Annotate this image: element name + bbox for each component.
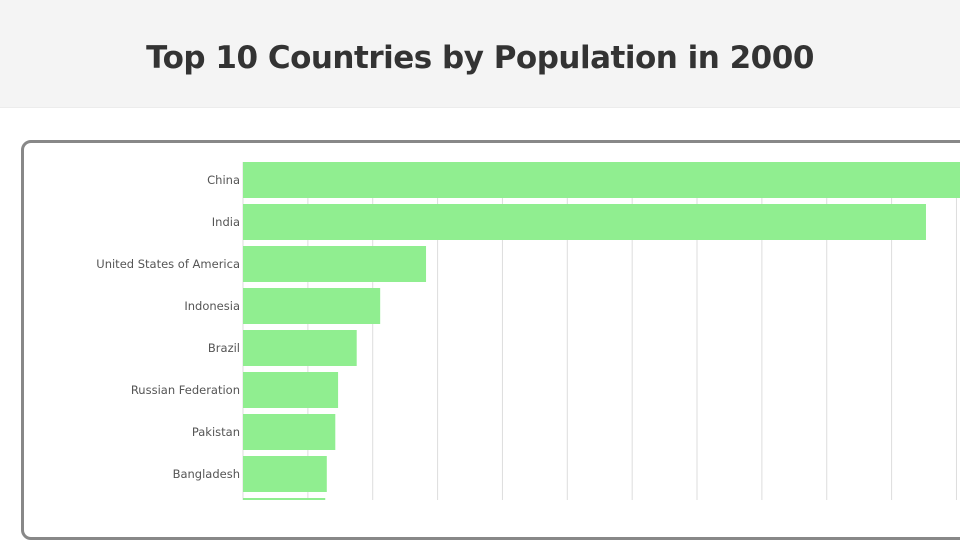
category-label: China xyxy=(207,173,240,187)
category-label: Brazil xyxy=(208,341,240,355)
bar xyxy=(243,288,381,324)
bar xyxy=(243,414,336,450)
bar xyxy=(243,498,326,500)
bar xyxy=(243,330,357,366)
category-label: Pakistan xyxy=(192,425,240,439)
bar xyxy=(243,204,926,240)
category-label: Bangladesh xyxy=(173,467,240,481)
page-title: Top 10 Countries by Population in 2000 xyxy=(146,40,814,76)
category-label: United States of America xyxy=(96,257,240,271)
bar xyxy=(243,372,339,408)
bar xyxy=(243,162,960,198)
category-label: Russian Federation xyxy=(131,383,240,397)
header: Top 10 Countries by Population in 2000 xyxy=(0,0,960,108)
category-label: Indonesia xyxy=(184,299,240,313)
bar xyxy=(243,456,327,492)
bar xyxy=(243,246,427,282)
category-label: India xyxy=(212,215,240,229)
bar-chart: China India United States of America Indone… xyxy=(96,162,960,500)
